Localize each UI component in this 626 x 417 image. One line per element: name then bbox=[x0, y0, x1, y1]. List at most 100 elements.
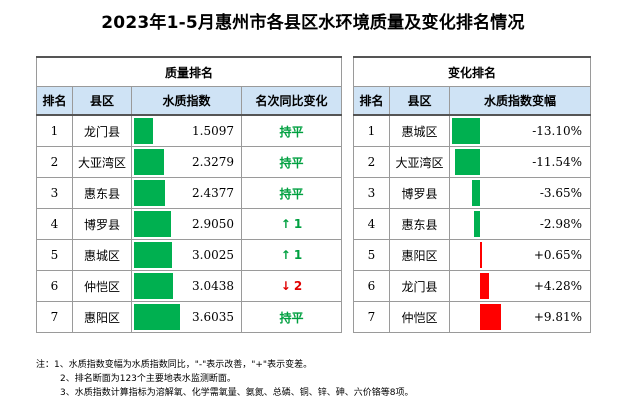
rank-cell: 7 bbox=[353, 301, 390, 333]
rank-cell: 2 bbox=[36, 146, 73, 178]
table-row: 6 龙门县 +4.28% bbox=[353, 270, 592, 302]
index-cell: 2.3279 bbox=[131, 146, 242, 178]
index-change-bar bbox=[480, 273, 489, 299]
footnote-3: 3、水质指数计算指标为溶解氧、化学需氧量、氨氮、总磷、铜、锌、砷、六价铬等8项。 bbox=[60, 388, 414, 398]
rank-change-value: 2 bbox=[293, 279, 303, 293]
index-change-cell: -2.98% bbox=[448, 208, 592, 240]
rank-change-cell: 持平 bbox=[240, 146, 343, 178]
footnote-2: 2、排名断面为123个主要地表水监测断面。 bbox=[60, 374, 236, 384]
index-change-value: -11.54% bbox=[532, 155, 583, 169]
rank-cell: 3 bbox=[36, 177, 73, 209]
rank-change-cell: 持平 bbox=[240, 114, 343, 147]
district-cell: 龙门县 bbox=[389, 270, 450, 302]
index-change-value: +4.28% bbox=[533, 279, 583, 293]
index-change-cell: +9.81% bbox=[448, 301, 592, 333]
col-header-district: 县区 bbox=[72, 86, 132, 116]
district-cell: 仲恺区 bbox=[389, 301, 450, 333]
rank-change-cell: ↓ 2 bbox=[240, 270, 343, 302]
quality-ranking-table: 质量排名 排名 县区 水质指数 名次同比变化 1 龙门县 1.5097 持平 2 大亚湾区… bbox=[35, 56, 343, 333]
table-row: 3 惠东县 2.4377 持平 bbox=[36, 177, 343, 209]
district-cell: 大亚湾区 bbox=[72, 146, 132, 178]
index-change-bar bbox=[474, 211, 480, 237]
index-value: 3.0025 bbox=[192, 248, 234, 262]
table-row: 1 龙门县 1.5097 持平 bbox=[36, 114, 343, 147]
col-header-rank: 排名 bbox=[36, 86, 73, 116]
rank-change-cell: 持平 bbox=[240, 301, 343, 333]
index-cell: 3.0025 bbox=[131, 239, 242, 271]
district-cell: 惠城区 bbox=[389, 114, 450, 147]
rank-change-value: 1 bbox=[293, 217, 303, 231]
col-header-district: 县区 bbox=[389, 86, 450, 116]
index-change-value: -3.65% bbox=[539, 186, 583, 200]
index-bar bbox=[134, 304, 180, 330]
index-cell: 3.0438 bbox=[131, 270, 242, 302]
rank-cell: 4 bbox=[36, 208, 73, 240]
table-row: 1 惠城区 -13.10% bbox=[353, 114, 592, 147]
index-cell: 1.5097 bbox=[131, 114, 242, 147]
rank-cell: 5 bbox=[36, 239, 73, 271]
index-change-bar bbox=[480, 304, 501, 330]
district-cell: 大亚湾区 bbox=[389, 146, 450, 178]
table-row: 6 仲恺区 3.0438 ↓ 2 bbox=[36, 270, 343, 302]
rank-cell: 7 bbox=[36, 301, 73, 333]
index-change-value: -13.10% bbox=[532, 124, 583, 138]
index-cell: 3.6035 bbox=[131, 301, 242, 333]
table-row: 4 博罗县 2.9050 ↑ 1 bbox=[36, 208, 343, 240]
arrow-up-icon: ↑ bbox=[280, 217, 291, 231]
rank-cell: 4 bbox=[353, 208, 390, 240]
index-cell: 2.4377 bbox=[131, 177, 242, 209]
rank-cell: 1 bbox=[36, 114, 73, 147]
table-row: 7 仲恺区 +9.81% bbox=[353, 301, 592, 333]
table-row: 5 惠阳区 +0.65% bbox=[353, 239, 592, 271]
index-change-cell: -13.10% bbox=[448, 114, 592, 147]
index-bar bbox=[134, 149, 164, 175]
district-cell: 惠东县 bbox=[389, 208, 450, 240]
index-change-bar bbox=[480, 242, 482, 268]
index-change-bar bbox=[455, 149, 480, 175]
index-bar bbox=[134, 242, 172, 268]
quality-group-header: 质量排名 bbox=[35, 56, 343, 87]
footnote-1: 注：1、水质指数变幅为水质指数同比，"-"表示改善，"+"表示变差。 bbox=[36, 360, 313, 370]
index-change-cell: -11.54% bbox=[448, 146, 592, 178]
rank-cell: 1 bbox=[353, 114, 390, 147]
rank-change-value: 持平 bbox=[279, 124, 304, 139]
index-bar bbox=[134, 118, 153, 144]
table-row: 7 惠阳区 3.6035 持平 bbox=[36, 301, 343, 333]
district-cell: 博罗县 bbox=[389, 177, 450, 209]
index-change-value: +9.81% bbox=[533, 310, 583, 324]
index-change-value: -2.98% bbox=[539, 217, 583, 231]
rank-cell: 5 bbox=[353, 239, 390, 271]
index-bar bbox=[134, 273, 173, 299]
rank-cell: 6 bbox=[353, 270, 390, 302]
index-value: 1.5097 bbox=[192, 124, 234, 138]
table-row: 2 大亚湾区 2.3279 持平 bbox=[36, 146, 343, 178]
rank-cell: 3 bbox=[353, 177, 390, 209]
index-value: 3.0438 bbox=[192, 279, 234, 293]
index-cell: 2.9050 bbox=[131, 208, 242, 240]
district-cell: 博罗县 bbox=[72, 208, 132, 240]
index-bar bbox=[134, 211, 171, 237]
rank-change-cell: ↑ 1 bbox=[240, 208, 343, 240]
district-cell: 龙门县 bbox=[72, 114, 132, 147]
district-cell: 仲恺区 bbox=[72, 270, 132, 302]
table-row: 3 博罗县 -3.65% bbox=[353, 177, 592, 209]
col-header-rank-change: 名次同比变化 bbox=[240, 86, 343, 116]
index-change-value: +0.65% bbox=[533, 248, 583, 262]
index-value: 2.3279 bbox=[192, 155, 234, 169]
arrow-up-icon: ↑ bbox=[280, 248, 291, 262]
index-value: 2.4377 bbox=[192, 186, 234, 200]
rank-change-value: 1 bbox=[293, 248, 303, 262]
rank-change-value: 持平 bbox=[279, 155, 304, 170]
rank-change-cell: ↑ 1 bbox=[240, 239, 343, 271]
col-header-index: 水质指数 bbox=[131, 86, 242, 116]
index-change-bar bbox=[472, 180, 480, 206]
index-value: 2.9050 bbox=[192, 217, 234, 231]
footnotes: 注：1、水质指数变幅为水质指数同比，"-"表示改善，"+"表示变差。 2、排名断… bbox=[36, 358, 413, 400]
district-cell: 惠城区 bbox=[72, 239, 132, 271]
change-group-header: 变化排名 bbox=[352, 56, 592, 87]
index-bar bbox=[134, 180, 165, 206]
rank-cell: 6 bbox=[36, 270, 73, 302]
rank-change-cell: 持平 bbox=[240, 177, 343, 209]
table-row: 2 大亚湾区 -11.54% bbox=[353, 146, 592, 178]
index-value: 3.6035 bbox=[192, 310, 234, 324]
